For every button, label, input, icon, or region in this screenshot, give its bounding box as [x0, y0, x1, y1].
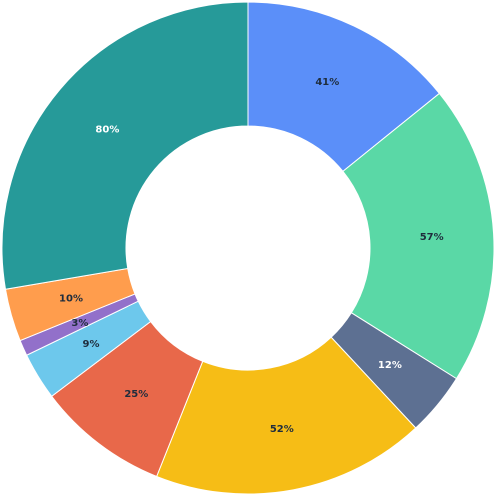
donut-slice-labels: 41% 57% 12% 52% 25% 9% 3% 10% 80%	[59, 77, 444, 435]
donut-slice-9[interactable]	[1, 1, 249, 290]
slice-label-6: 9%	[83, 339, 100, 350]
slice-label-3: 12%	[378, 360, 402, 371]
donut-slice-2[interactable]	[342, 92, 495, 380]
slice-label-4: 52%	[270, 424, 294, 435]
donut-slice-4[interactable]	[155, 336, 417, 495]
slice-label-1: 41%	[315, 77, 339, 88]
slice-label-9: 80%	[95, 124, 119, 135]
donut-slice-1[interactable]	[247, 1, 441, 173]
slice-label-7: 3%	[71, 318, 88, 329]
slice-label-5: 25%	[124, 389, 148, 400]
slice-label-2: 57%	[420, 232, 444, 243]
slice-label-8: 10%	[59, 293, 83, 304]
